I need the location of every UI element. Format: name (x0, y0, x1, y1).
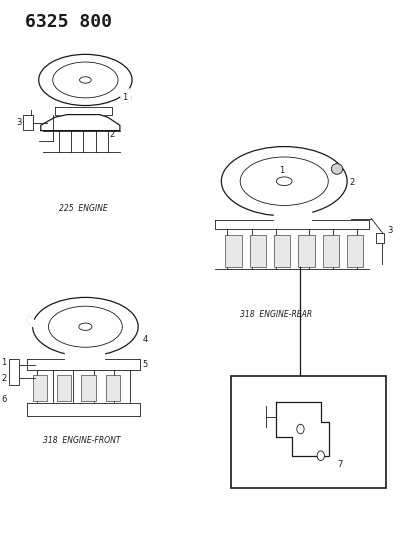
Text: 5: 5 (142, 360, 147, 368)
Text: 2: 2 (349, 179, 355, 187)
Text: 2: 2 (110, 131, 115, 139)
Polygon shape (276, 402, 329, 456)
Text: 1: 1 (122, 93, 127, 102)
Circle shape (297, 424, 304, 434)
Text: 6325 800: 6325 800 (24, 13, 111, 31)
Bar (375, 233, 384, 243)
Text: 1: 1 (1, 358, 6, 367)
Polygon shape (65, 343, 104, 359)
Text: 4: 4 (142, 335, 147, 344)
Bar (323, 235, 339, 266)
Bar (106, 375, 120, 401)
Text: 6: 6 (1, 395, 6, 404)
Bar (225, 235, 242, 266)
Bar (347, 235, 364, 266)
Text: 3: 3 (16, 118, 22, 127)
Text: 3: 3 (388, 227, 393, 235)
Bar (57, 375, 71, 401)
Text: 1: 1 (279, 166, 285, 175)
Bar (274, 235, 290, 266)
Bar (298, 235, 315, 266)
Ellipse shape (331, 164, 343, 174)
Polygon shape (27, 403, 140, 416)
Text: 225  ENGINE: 225 ENGINE (59, 204, 108, 213)
Polygon shape (55, 107, 112, 115)
Ellipse shape (221, 147, 347, 216)
Polygon shape (274, 206, 310, 220)
Ellipse shape (39, 54, 132, 106)
Polygon shape (215, 220, 370, 229)
Ellipse shape (33, 297, 138, 356)
Polygon shape (120, 89, 131, 103)
Bar (81, 375, 95, 401)
Text: 2: 2 (1, 374, 6, 383)
Bar (33, 375, 47, 401)
Text: 7: 7 (337, 461, 342, 469)
Bar (231, 376, 386, 488)
Text: 318  ENGINE-REAR: 318 ENGINE-REAR (240, 310, 312, 319)
Bar (250, 235, 266, 266)
Circle shape (317, 451, 324, 461)
Bar (23, 115, 33, 130)
Polygon shape (27, 359, 140, 370)
Text: 318  ENGINE-FRONT: 318 ENGINE-FRONT (42, 436, 120, 445)
Polygon shape (27, 316, 47, 336)
Bar (9, 359, 19, 385)
Polygon shape (41, 115, 120, 131)
